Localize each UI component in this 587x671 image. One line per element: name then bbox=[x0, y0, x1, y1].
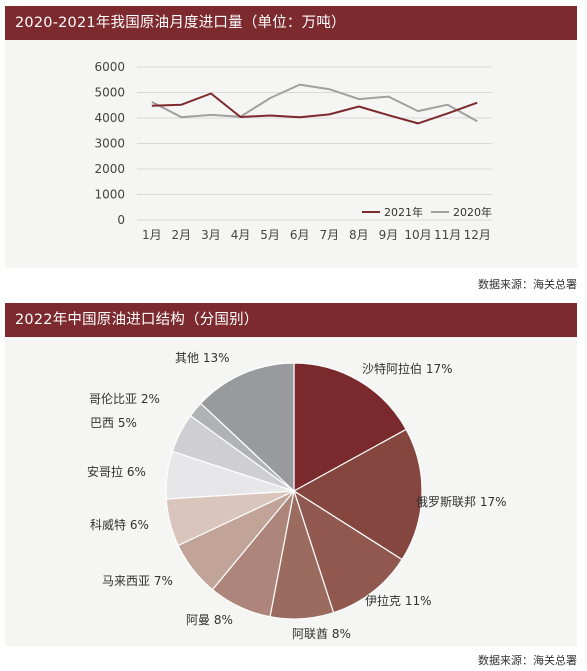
y-tick-label: 2000 bbox=[94, 162, 125, 176]
line-chart-source: 数据来源：海关总署 bbox=[478, 278, 577, 291]
pie-chart-source: 数据来源：海关总署 bbox=[478, 654, 577, 667]
x-tick-label: 8月 bbox=[349, 228, 369, 242]
pie-label: 俄罗斯联邦 17% bbox=[416, 495, 507, 509]
pie-label: 哥伦比亚 2% bbox=[89, 391, 160, 406]
x-tick-label: 7月 bbox=[319, 228, 339, 242]
pie-label: 沙特阿拉伯 17% bbox=[362, 361, 453, 376]
y-tick-label: 6000 bbox=[94, 60, 125, 74]
legend-label: 2020年 bbox=[453, 205, 492, 219]
series-line bbox=[151, 83, 478, 123]
line-chart-panel: 2020-2021年我国原油月度进口量（单位：万吨） 0 1000 2000 3000… bbox=[5, 6, 577, 268]
x-tick-label: 6月 bbox=[290, 228, 310, 242]
pie-label: 巴西 5% bbox=[90, 416, 137, 430]
x-tick-label: 11月 bbox=[434, 228, 461, 242]
x-tick-label: 1月 bbox=[142, 228, 162, 242]
x-tick-label: 5月 bbox=[260, 228, 280, 242]
x-tick-label: 12月 bbox=[464, 228, 491, 242]
y-tick-label: 5000 bbox=[94, 86, 125, 100]
y-tick-label: 0 bbox=[117, 213, 125, 227]
pie-label: 安哥拉 6% bbox=[87, 464, 146, 479]
x-tick-label: 3月 bbox=[201, 228, 221, 242]
pie-label: 其他 13% bbox=[175, 351, 230, 365]
pie-label: 阿曼 8% bbox=[186, 613, 233, 627]
pie-slice bbox=[199, 362, 295, 493]
legend-label: 2021年 bbox=[384, 205, 423, 219]
x-tick-label: 4月 bbox=[231, 228, 251, 242]
pie-slice bbox=[293, 362, 407, 493]
pie-label: 阿联酋 8% bbox=[292, 626, 351, 641]
pie-label: 伊拉克 11% bbox=[365, 593, 432, 608]
pie-slice bbox=[292, 489, 403, 614]
y-tick-label: 4000 bbox=[94, 111, 125, 125]
pie-slice bbox=[292, 428, 423, 561]
pie-chart: 沙特阿拉伯 17% 俄罗斯联邦 17% 伊拉克 11% 阿联酋 8% 阿曼 8% 马来西亚… bbox=[87, 351, 507, 641]
pie-chart-panel: 2022年中国原油进口结构（分国别） 沙特阿拉伯 17% 俄罗斯联邦 17% 伊拉克… bbox=[5, 303, 577, 646]
x-tick-label: 9月 bbox=[379, 228, 399, 242]
line-chart-title: 2020-2021年我国原油月度进口量（单位：万吨） bbox=[5, 6, 577, 40]
line-chart: 0 1000 2000 3000 4000 5000 6000 1月 2月 3月 4月 5月 6月 7月 8… bbox=[94, 60, 492, 242]
x-tick-label: 2月 bbox=[172, 228, 192, 242]
pie-label: 马来西亚 7% bbox=[102, 574, 173, 588]
pie-chart-title: 2022年中国原油进口结构（分国别） bbox=[5, 303, 577, 337]
series-line bbox=[151, 92, 478, 125]
x-tick-label: 10月 bbox=[404, 228, 431, 242]
y-tick-label: 1000 bbox=[94, 188, 125, 202]
y-tick-label: 3000 bbox=[94, 137, 125, 151]
pie-label: 科威特 6% bbox=[90, 517, 149, 532]
